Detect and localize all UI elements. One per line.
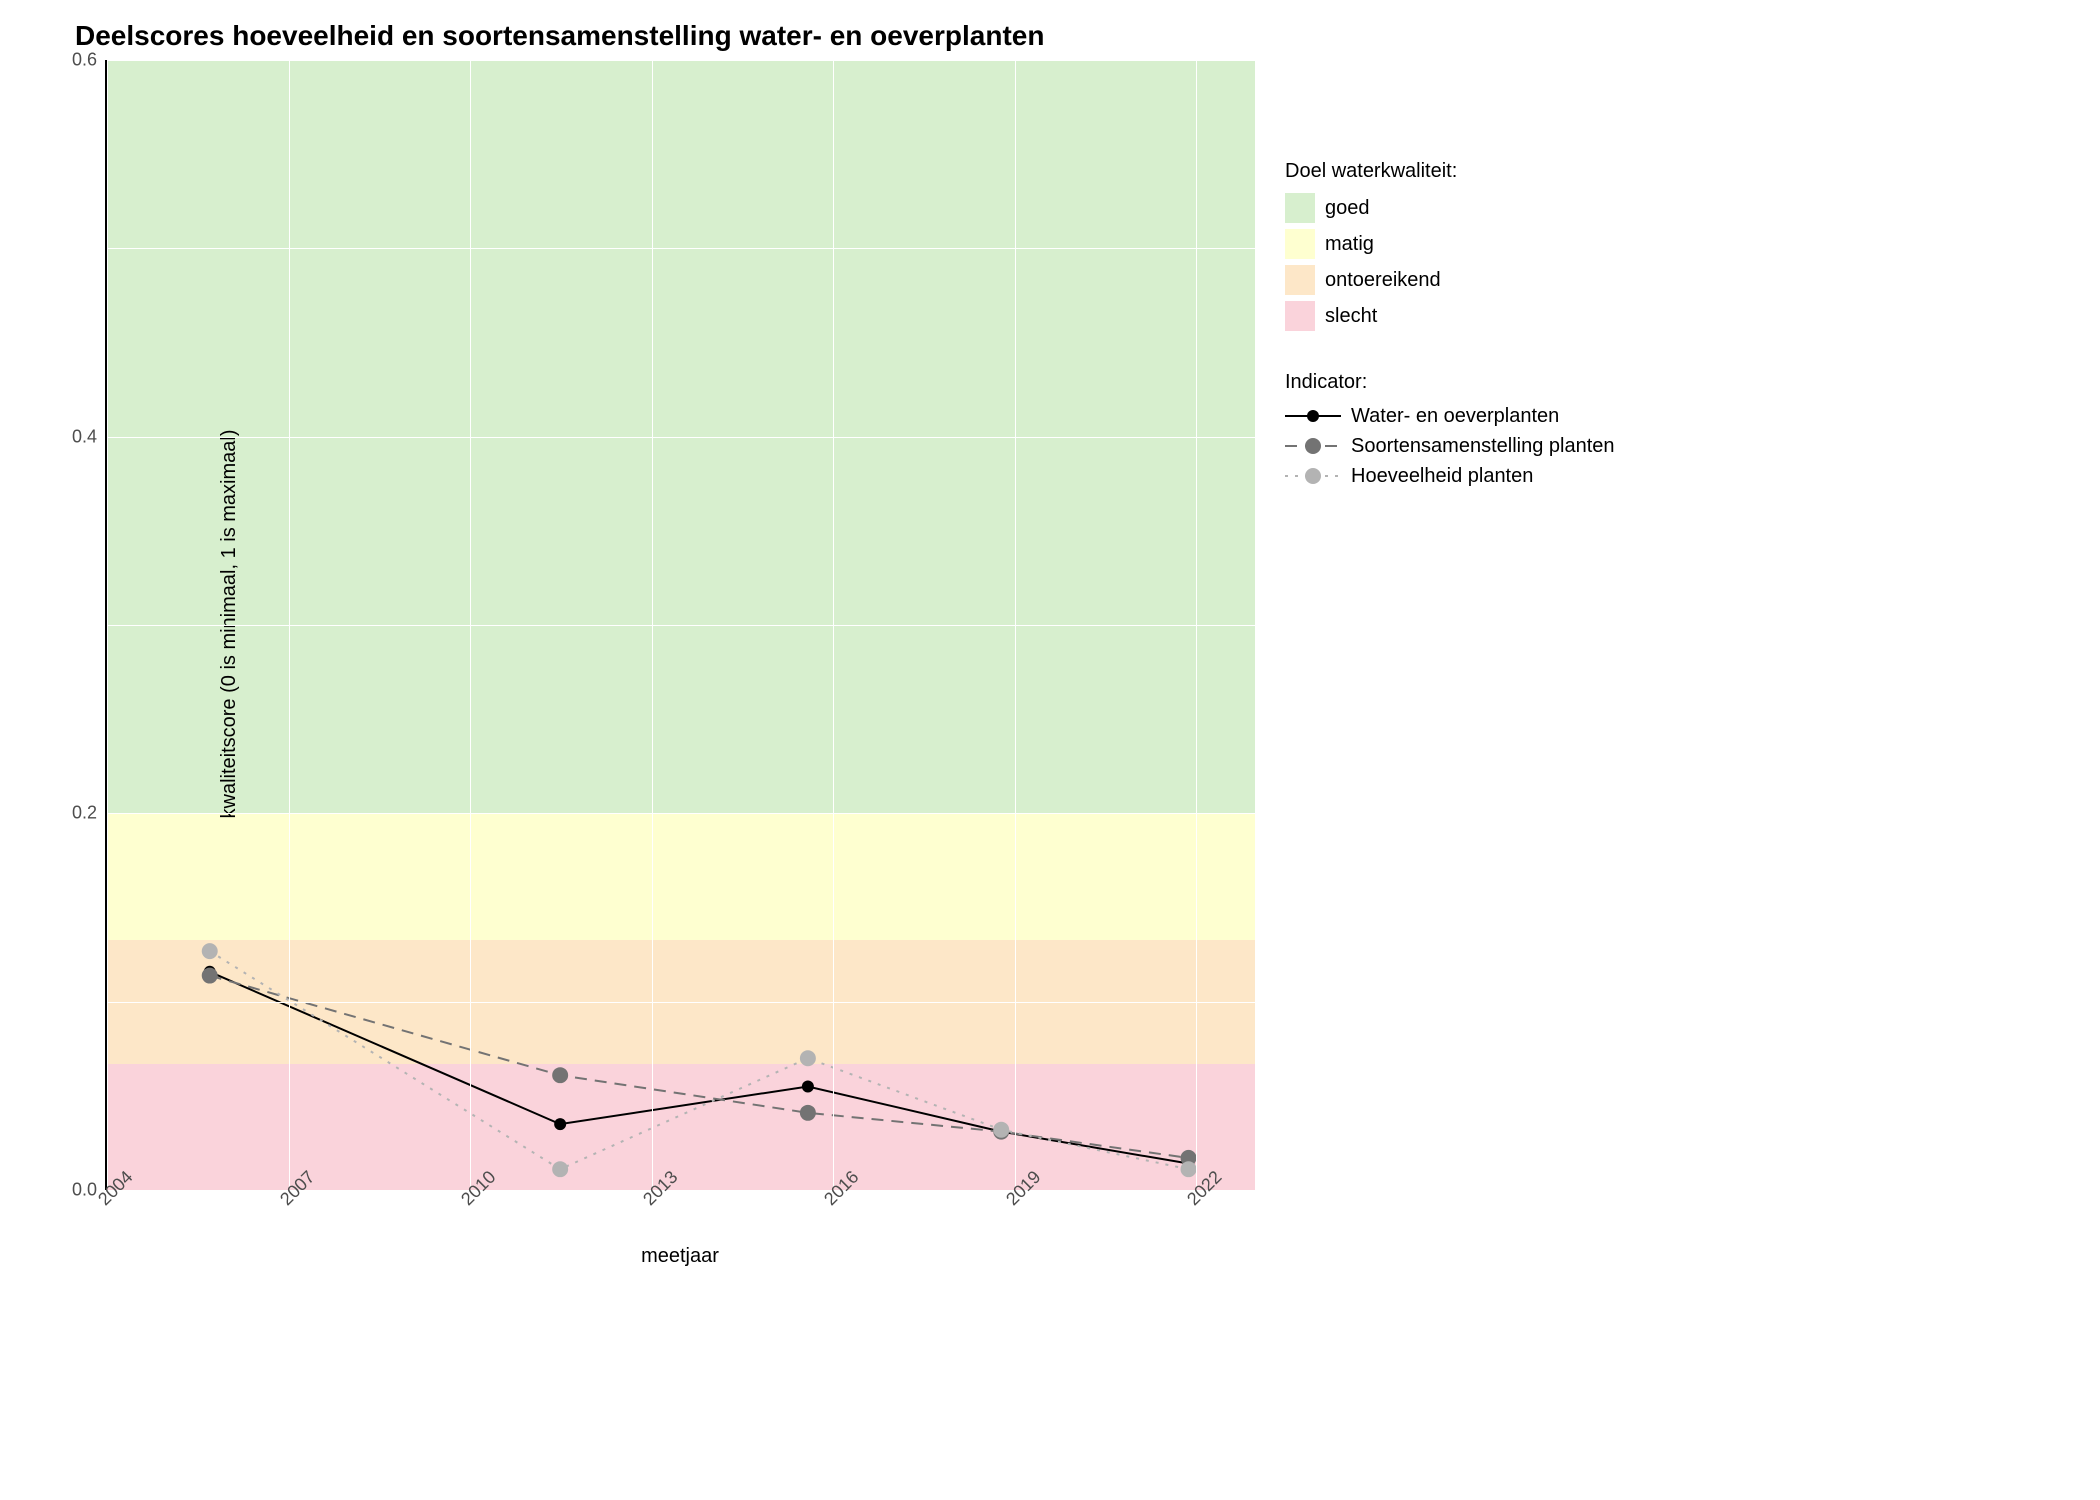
gridline-h [107,437,1255,438]
legend-series-item-hoeveelheid: Hoeveelheid planten [1285,464,1615,488]
gridline-v [1015,60,1016,1188]
legend-line-sample-icon [1285,404,1341,428]
y-tick-label: 0.6 [72,50,107,71]
series-marker-soorten [202,968,218,984]
gridline-h-minor [107,1002,1255,1003]
x-axis-label: meetjaar [105,1245,1255,1268]
series-line-soorten [210,976,1189,1158]
series-marker-hoeveelheid [552,1161,568,1177]
legend-series-item-soorten: Soortensamenstelling planten [1285,434,1615,458]
series-marker-soorten [552,1067,568,1083]
plot-box: kwaliteitscore (0 is minimaal, 1 is maxi… [105,60,1255,1190]
legend-series-label: Hoeveelheid planten [1351,465,1533,488]
chart-container: Deelscores hoeveelheid en soortensamenst… [20,20,2080,1268]
legend-bands-title: Doel waterkwaliteit: [1285,160,1615,183]
gridline-v [652,60,653,1188]
gridline-v [1196,60,1197,1188]
chart-title: Deelscores hoeveelheid en soortensamenst… [75,20,1255,52]
legend-band-label: goed [1325,197,1370,220]
legend-band-label: slecht [1325,305,1377,328]
series-marker-soorten [800,1105,816,1121]
legend-series-label: Water- en oeverplanten [1351,405,1559,428]
legend-band-item-goed: goed [1285,193,1615,223]
gridline-v [470,60,471,1188]
gridline-v [107,60,108,1188]
legend-swatch-icon [1285,301,1315,331]
series-marker-water_oever [554,1118,566,1130]
legend-bands: Doel waterkwaliteit: goed matig ontoereike… [1285,160,1615,331]
legend-line-sample-icon [1285,464,1341,488]
legend-swatch-icon [1285,265,1315,295]
legend-band-item-matig: matig [1285,229,1615,259]
legend-series-item-water_oever: Water- en oeverplanten [1285,404,1615,428]
gridline-h-minor [107,625,1255,626]
series-marker-water_oever [802,1080,814,1092]
gridline-v [833,60,834,1188]
legend-band-label: ontoereikend [1325,269,1441,292]
y-tick-label: 0.2 [72,803,107,824]
series-marker-hoeveelheid [800,1050,816,1066]
series-marker-hoeveelheid [993,1122,1009,1138]
gridline-h [107,813,1255,814]
series-overlay [107,60,1255,1188]
legend-line-sample-icon [1285,434,1341,458]
legend-band-label: matig [1325,233,1374,256]
legend-column: Doel waterkwaliteit: goed matig ontoereike… [1285,20,1615,528]
series-line-water_oever [210,972,1189,1164]
series-marker-hoeveelheid [202,943,218,959]
legend-swatch-icon [1285,193,1315,223]
gridline-v [289,60,290,1188]
legend-series: Indicator: Water- en oeverplanten Soorten… [1285,371,1615,488]
gridline-h [107,60,1255,61]
legend-band-item-slecht: slecht [1285,301,1615,331]
legend-series-label: Soortensamenstelling planten [1351,435,1615,458]
gridline-h-minor [107,248,1255,249]
legend-swatch-icon [1285,229,1315,259]
legend-series-title: Indicator: [1285,371,1615,394]
chart-plot-area: Deelscores hoeveelheid en soortensamenst… [20,20,1255,1268]
y-tick-label: 0.4 [72,426,107,447]
legend-band-item-ontoereikend: ontoereikend [1285,265,1615,295]
